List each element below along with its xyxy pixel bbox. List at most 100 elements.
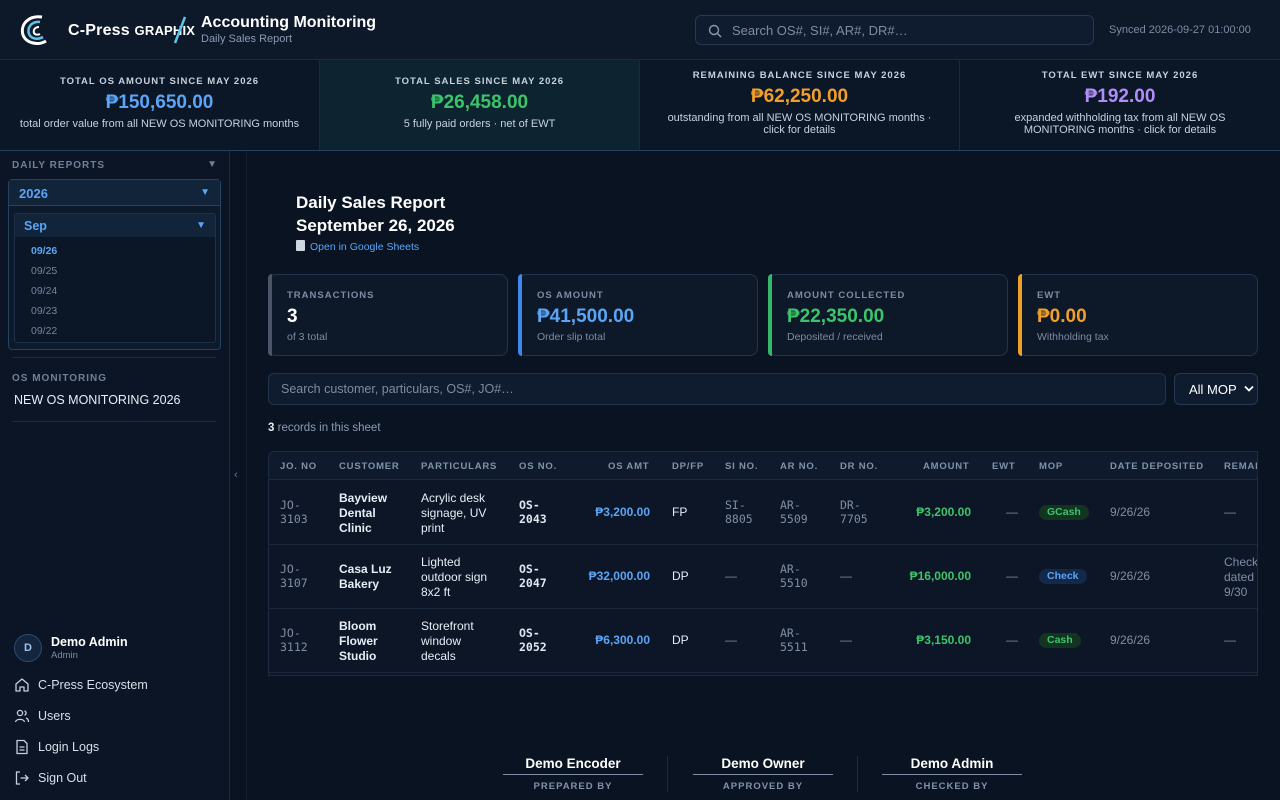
day-item-0922[interactable]: 09/22 xyxy=(31,325,58,337)
cell-date-deposited: 9/26/26 xyxy=(1110,633,1151,647)
user-role: Admin xyxy=(51,650,78,661)
summary-desc: 5 fully paid orders · net of EWT xyxy=(403,118,556,130)
cell-remarks: Check dated 9/30 xyxy=(1224,555,1258,599)
home-icon xyxy=(15,678,29,692)
col-customer[interactable]: CUSTOMER xyxy=(339,461,400,472)
logo-swirl-icon xyxy=(20,15,47,45)
signature-name: Demo Owner xyxy=(693,756,833,775)
kpi-transactions: TRANSACTIONS 3 of 3 total xyxy=(268,274,508,356)
col-ewt[interactable]: EWT xyxy=(992,461,1016,472)
year-toggle[interactable]: 2026 ▼ xyxy=(9,180,220,206)
cell-jo-no: JO- 3112 xyxy=(280,626,308,654)
cell-ewt: — xyxy=(1006,505,1018,519)
chevron-down-icon: ▼ xyxy=(200,187,210,198)
app-title: Accounting Monitoring xyxy=(201,14,377,31)
summary-remaining-balance[interactable]: REMAINING BALANCE SINCE MAY 2026 ₱62,250… xyxy=(640,60,960,150)
col-ar-no[interactable]: AR NO. xyxy=(780,461,819,472)
summary-label: TOTAL SALES SINCE MAY 2026 xyxy=(394,76,565,87)
col-date-deposited[interactable]: DATE DEPOSITED xyxy=(1110,461,1204,472)
cell-ar-no: AR- 5511 xyxy=(780,626,808,654)
col-particulars[interactable]: PARTICULARS xyxy=(421,461,498,472)
cell-ar-no: AR- 5510 xyxy=(780,562,808,590)
day-item-0924[interactable]: 09/24 xyxy=(31,285,58,297)
cell-customer: Bloom Flower Studio xyxy=(339,619,378,663)
sign-out-icon xyxy=(15,771,29,785)
col-dp-fp[interactable]: DP/FP xyxy=(672,461,704,472)
cell-remarks: — xyxy=(1224,505,1236,519)
col-amount[interactable]: AMOUNT xyxy=(923,461,970,472)
kpi-amount-collected: AMOUNT COLLECTED ₱22,350.00 Deposited / … xyxy=(768,274,1008,356)
summary-total-sales[interactable]: TOTAL SALES SINCE MAY 2026 ₱26,458.00 5 … xyxy=(320,60,640,150)
document-icon xyxy=(296,240,305,251)
mop-select[interactable]: All MOP xyxy=(1174,373,1258,405)
global-search-input[interactable] xyxy=(732,16,1082,44)
kpi-value: ₱41,500.00 xyxy=(537,306,635,327)
day-item-0925[interactable]: 09/25 xyxy=(31,265,58,277)
col-remarks[interactable]: REMARKS xyxy=(1224,461,1257,472)
nav-ecosystem[interactable]: C-Press Ecosystem xyxy=(14,677,214,695)
month-toggle[interactable]: Sep ▼ xyxy=(15,214,215,237)
nav-login-logs[interactable]: Login Logs xyxy=(14,739,214,757)
os-monitoring-header: OS MONITORING xyxy=(12,373,108,384)
cell-customer: Casa Luz Bakery xyxy=(339,562,392,591)
day-item-0923[interactable]: 09/23 xyxy=(31,305,58,317)
chevron-down-icon: ▼ xyxy=(196,220,206,231)
daily-reports-header[interactable]: DAILY REPORTS ▼ xyxy=(12,159,218,171)
signature-checked: Demo Admin CHECKED BY xyxy=(882,756,1022,792)
summary-desc: outstanding from all NEW OS MONITORING m… xyxy=(667,112,932,136)
signature-role: PREPARED BY xyxy=(533,781,613,792)
kpi-label: OS AMOUNT xyxy=(537,290,604,301)
mop-badge: Cash xyxy=(1039,633,1081,648)
signature-role: APPROVED BY xyxy=(722,781,804,792)
cell-amount: ₱3,200.00 xyxy=(916,505,971,519)
users-icon xyxy=(14,709,30,723)
table-row[interactable]: JO- 3103 Bayview Dental Clinic Acrylic d… xyxy=(269,481,1257,545)
chevron-left-icon: ‹ xyxy=(234,469,238,481)
mop-badge: Check xyxy=(1039,569,1087,584)
table-search[interactable] xyxy=(268,373,1166,405)
app-subtitle: Daily Sales Report xyxy=(201,33,293,45)
cell-customer: Bayview Dental Clinic xyxy=(339,491,388,535)
col-jo-no[interactable]: JO. NO xyxy=(280,461,318,472)
col-mop[interactable]: MOP xyxy=(1039,461,1064,472)
signature-prepared: Demo Encoder PREPARED BY xyxy=(503,756,643,792)
kpi-value: ₱22,350.00 xyxy=(787,306,885,327)
cell-si-no: — xyxy=(725,569,737,583)
table-header: JO. NO CUSTOMER PARTICULARS OS NO. OS AM… xyxy=(269,452,1257,480)
col-dr-no[interactable]: DR NO. xyxy=(840,461,879,472)
sidebar-collapse-handle[interactable]: ‹ xyxy=(230,151,247,800)
day-item-0926[interactable]: 09/26 xyxy=(31,245,58,257)
cell-dr-no: — xyxy=(840,633,852,647)
summary-total-os-amount: TOTAL OS AMOUNT SINCE MAY 2026 ₱150,650.… xyxy=(0,60,320,150)
nav-sign-out[interactable]: Sign Out xyxy=(14,770,214,788)
os-monitoring-item[interactable]: NEW OS MONITORING 2026 xyxy=(14,393,181,407)
cell-amount: ₱16,000.00 xyxy=(909,569,971,583)
sidebar-divider xyxy=(12,357,216,358)
col-os-no[interactable]: OS NO. xyxy=(519,461,558,472)
summary-label: TOTAL EWT SINCE MAY 2026 xyxy=(1041,70,1199,81)
nav-users[interactable]: Users xyxy=(14,708,214,726)
cell-os-amt: ₱6,300.00 xyxy=(595,633,650,647)
logo-slash-icon xyxy=(174,16,186,44)
kpi-label: TRANSACTIONS xyxy=(287,290,375,301)
nav-label: Sign Out xyxy=(38,771,87,785)
chevron-down-icon xyxy=(1244,385,1254,392)
cell-ewt: — xyxy=(1006,569,1018,583)
global-search[interactable] xyxy=(695,15,1094,45)
mop-badge: GCash xyxy=(1039,505,1089,520)
cell-jo-no: JO- 3103 xyxy=(280,498,308,526)
cell-dr-no: DR- 7705 xyxy=(840,498,868,526)
table-row[interactable]: JO- 3107 Casa Luz Bakery Lighted outdoor… xyxy=(269,545,1258,609)
summary-desc: expanded withholding tax from all NEW OS… xyxy=(1014,112,1226,136)
table-search-input[interactable] xyxy=(281,374,1151,404)
kpi-sub: Order slip total xyxy=(537,331,606,343)
table-row[interactable]: JO- 3112 Bloom Flower Studio Storefront … xyxy=(269,609,1257,673)
summary-desc: total order value from all NEW OS MONITO… xyxy=(19,118,300,130)
col-os-amt[interactable]: OS AMT xyxy=(608,461,650,472)
open-google-sheets-link[interactable]: Open in Google Sheets xyxy=(296,240,419,253)
avatar: D xyxy=(14,634,42,662)
col-si-no[interactable]: SI NO. xyxy=(725,461,759,472)
cell-dr-no: — xyxy=(840,569,852,583)
summary-total-ewt[interactable]: TOTAL EWT SINCE MAY 2026 ₱192.00 expande… xyxy=(960,60,1280,150)
nav-label: C-Press Ecosystem xyxy=(38,678,148,692)
